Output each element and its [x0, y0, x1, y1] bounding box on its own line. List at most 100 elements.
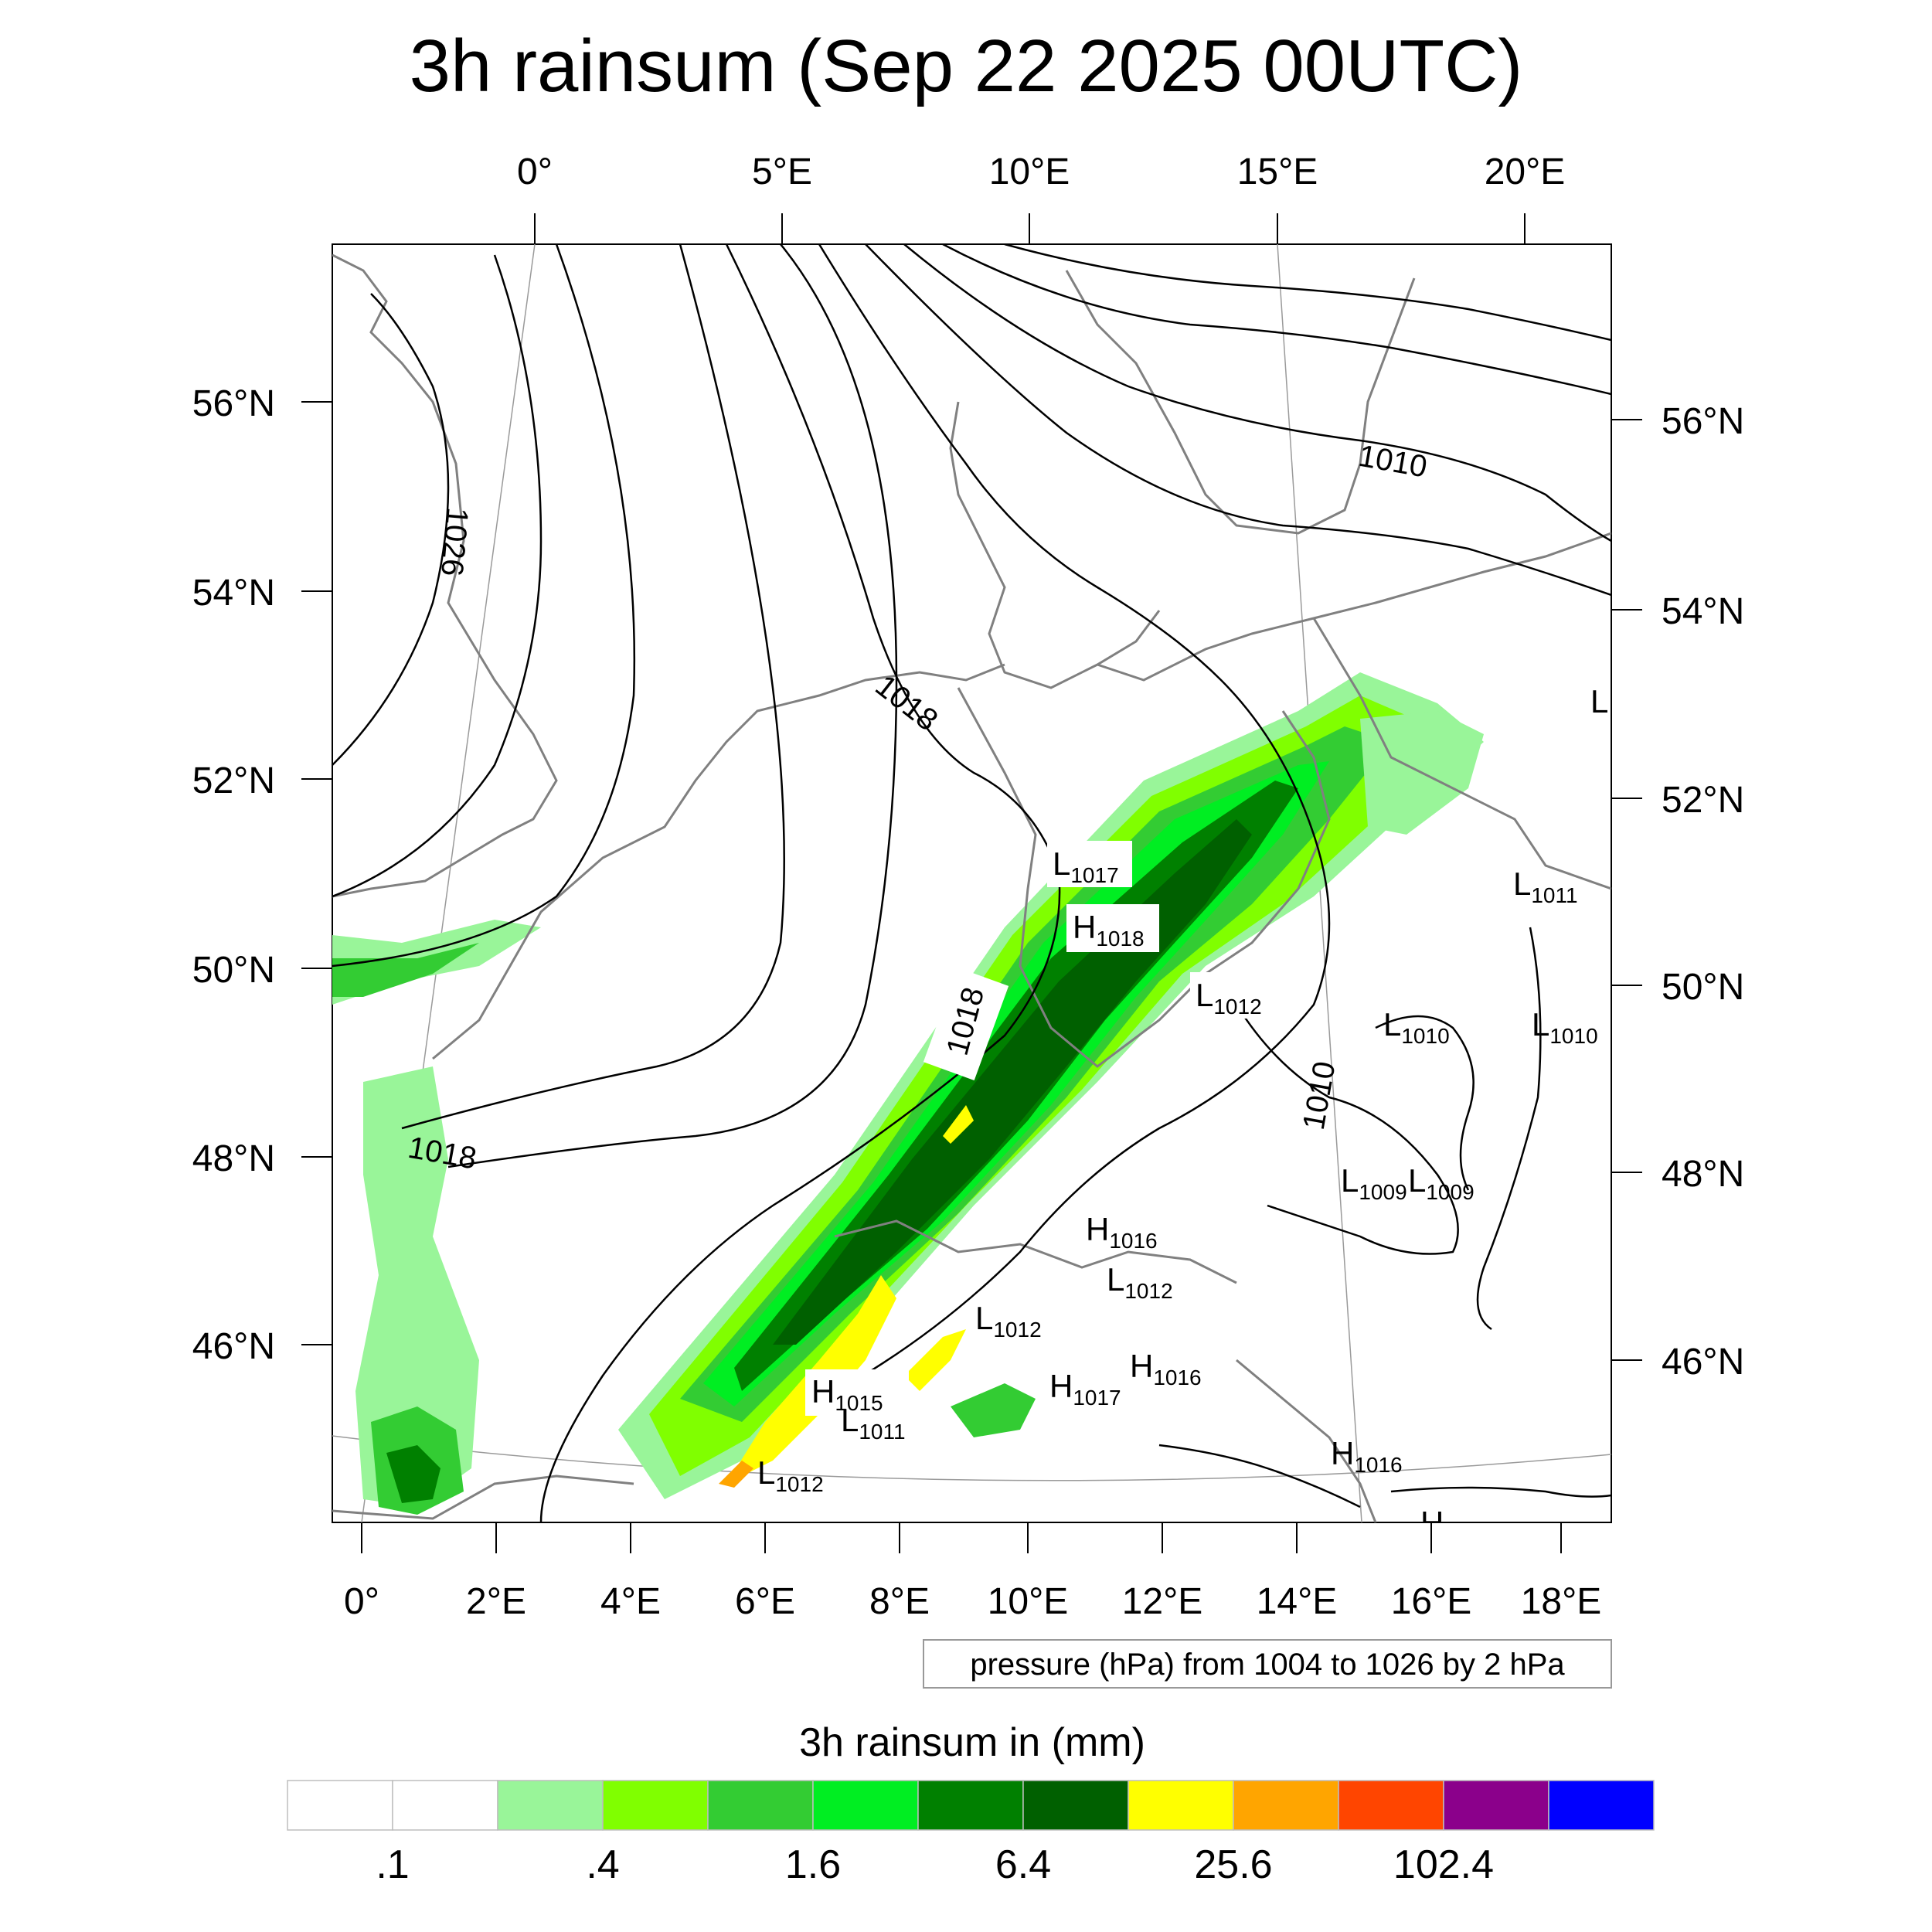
colorbar-label: 1.6 [785, 1842, 841, 1887]
left-lat-axis: 56°N 54°N 52°N 50°N 48°N 46°N [192, 383, 332, 1367]
left-lat-label: 56°N [192, 383, 275, 424]
contour-note-text: pressure (hPa) from 1004 to 1026 by 2 hP… [970, 1648, 1565, 1682]
top-lon-label: 20°E [1485, 151, 1566, 192]
bottom-lon-label: 2°E [466, 1581, 526, 1622]
left-lat-label: 50°N [192, 950, 275, 991]
right-lat-axis: 56°N 54°N 52°N 50°N 48°N 46°N [1611, 401, 1744, 1383]
map-frame [332, 243, 1612, 1523]
contour-note: pressure (hPa) from 1004 to 1026 by 2 hP… [923, 1639, 1612, 1689]
pressure-center: L1009 [1341, 1162, 1407, 1204]
colorbar-swatch [1548, 1780, 1655, 1831]
pressure-center: L1012 [975, 1300, 1042, 1342]
isobar-13 [1375, 1015, 1475, 1191]
svg-text:H: H [1420, 1505, 1444, 1541]
isobar-6 [539, 244, 1061, 1522]
colorbar-swatch [917, 1780, 1024, 1831]
border-alps [834, 1219, 1237, 1284]
center-value: 1016 [1354, 1453, 1402, 1477]
colorbar-swatch [497, 1780, 604, 1831]
top-lon-label: 5°E [752, 151, 812, 192]
center-value: 1017 [1073, 1386, 1121, 1410]
center-value: 1010 [1549, 1024, 1597, 1048]
pressure-center: H1017 [1049, 1368, 1121, 1410]
svg-text:L1012: L1012 [975, 1300, 1042, 1342]
center-type: L [1053, 845, 1070, 882]
svg-text:L1012: L1012 [757, 1454, 824, 1496]
bottom-lon-label: 4°E [600, 1581, 661, 1622]
isobars [332, 244, 1611, 1522]
center-type: L [1383, 1006, 1401, 1043]
center-value: 1011 [859, 1420, 905, 1444]
rain-west-medium [332, 943, 479, 997]
isobar-7 [818, 244, 1331, 1385]
top-lon-label: 15°E [1237, 151, 1318, 192]
pressure-center: H1018 [1066, 904, 1159, 952]
svg-text:L1017: L1017 [1053, 845, 1119, 887]
pressure-center: L1012 [1190, 972, 1275, 1019]
coastlines [332, 253, 1611, 1522]
left-lat-label: 46°N [192, 1326, 275, 1367]
colorbar-swatch [602, 1780, 709, 1831]
pressure-center: H [1420, 1505, 1444, 1541]
center-type: L [975, 1300, 993, 1336]
center-value: 1010 [1401, 1024, 1449, 1048]
center-type: L [1408, 1162, 1426, 1199]
pressure-center: L1011 [841, 1402, 906, 1444]
right-lat-label: 52°N [1662, 780, 1744, 821]
svg-text:L1011: L1011 [1513, 866, 1578, 907]
coast-baltic [1097, 532, 1611, 682]
colorbar-swatch [1128, 1780, 1234, 1831]
colorbar-label: .1 [376, 1842, 409, 1887]
pressure-center: L1010 [1532, 1006, 1598, 1048]
pressure-center: H1016 [1331, 1435, 1403, 1477]
rain-core-orange [719, 1461, 753, 1488]
left-lat-label: 52°N [192, 760, 275, 801]
coast-adriatic [1236, 1359, 1377, 1522]
svg-text:L1009: L1009 [1408, 1162, 1475, 1204]
rain-southwest-light [355, 1066, 479, 1507]
pressure-center: L1009 [1408, 1162, 1475, 1204]
colorbar-boxes [287, 1780, 1655, 1831]
svg-text:H1015: H1015 [811, 1373, 883, 1415]
center-value: 1015 [835, 1391, 883, 1415]
center-type: H [1073, 909, 1096, 945]
pressure-center: L1017 [1047, 841, 1132, 887]
center-type: H [1420, 1505, 1444, 1541]
coast-britain [332, 253, 558, 898]
pressure-centers: L1017 H1018 L1012 L1011 L1010 L1010 L100… [757, 683, 1608, 1541]
bottom-lon-label: 18°E [1521, 1581, 1602, 1622]
bottom-lon-label: 8°E [869, 1581, 930, 1622]
right-lat-label: 48°N [1662, 1154, 1744, 1195]
colorbar-swatch [707, 1780, 814, 1831]
center-value: 1016 [1153, 1366, 1201, 1389]
center-value: 1017 [1070, 863, 1118, 887]
pressure-center: L1012 [1107, 1261, 1173, 1303]
right-lat-label: 54°N [1662, 591, 1744, 632]
top-lon-label: 10°E [989, 151, 1070, 192]
svg-text:H1016: H1016 [1331, 1435, 1403, 1477]
isobar-2 [332, 254, 543, 898]
isobar-5 [447, 244, 898, 1168]
bottom-lon-label: 6°E [735, 1581, 795, 1622]
pressure-center: L1012 [757, 1454, 824, 1496]
center-value: 1012 [1124, 1279, 1172, 1303]
parallel-45n [332, 1435, 1611, 1481]
center-type: L [1590, 683, 1608, 719]
top-lon-label: 0° [517, 151, 553, 192]
right-lat-label: 56°N [1662, 401, 1744, 442]
bottom-lon-label: 14°E [1257, 1581, 1338, 1622]
bottom-lon-axis: 0° 2°E 4°E 6°E 8°E 10°E 12°E 14°E 16°E 1… [344, 1522, 1601, 1622]
rain-core-yellow-3 [943, 1105, 974, 1144]
rain-core-yellow-2 [904, 1329, 966, 1391]
pressure-center: L1011 [1513, 866, 1578, 907]
border-germany [957, 687, 1331, 1068]
rain-southwest-dark [386, 1445, 440, 1503]
center-type: H [1049, 1368, 1073, 1404]
isobar-14 [1476, 927, 1542, 1331]
center-type: H [1086, 1211, 1109, 1247]
colorbar-swatch [1443, 1780, 1549, 1831]
rain-alps-scatter [951, 1383, 1036, 1437]
center-type: L [1341, 1162, 1359, 1199]
svg-text:H1018: H1018 [1073, 909, 1145, 951]
